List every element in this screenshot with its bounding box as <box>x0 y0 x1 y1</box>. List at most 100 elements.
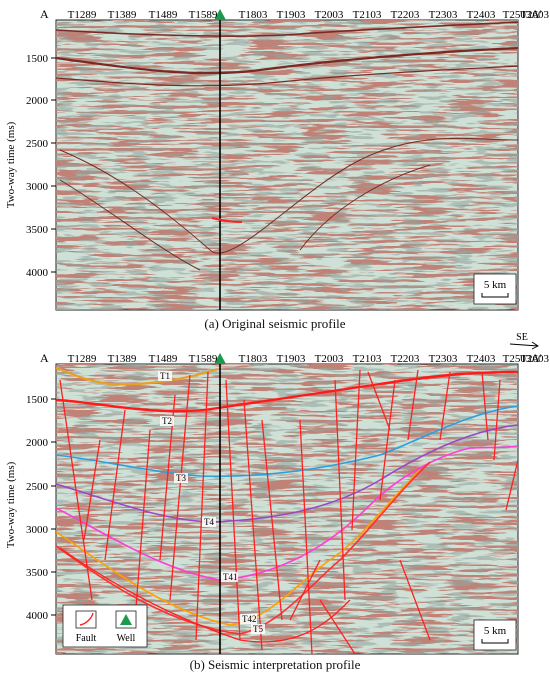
trace-label: T1389 <box>108 9 137 21</box>
fault-line <box>334 379 346 601</box>
trace-label: T1489 <box>149 9 178 21</box>
trace-label: T1903 <box>277 353 306 365</box>
y-tick: 2500 <box>26 138 49 150</box>
trace-label: T1903 <box>277 9 306 21</box>
faults <box>59 369 518 654</box>
scale-bar-a <box>481 293 509 298</box>
horizon-t3 <box>56 405 518 478</box>
horizon-t4 <box>56 424 518 523</box>
trace-label: T2203 <box>391 9 420 21</box>
y-axis-b: 1500 2000 2500 3000 3500 4000 <box>26 394 56 622</box>
y-axis-a: 1500 2000 2500 3000 3500 4000 <box>26 53 56 279</box>
fault-line <box>195 371 209 641</box>
trace-label: T1489 <box>149 353 178 365</box>
trace-label: T1803 <box>239 353 268 365</box>
section-end-b: A' <box>531 351 542 365</box>
horizon-label-t3: T3 <box>176 473 186 483</box>
fault-line <box>299 419 313 654</box>
section-end-a: A' <box>531 7 542 21</box>
y-tick: 2000 <box>26 95 49 107</box>
fault-line <box>59 547 351 643</box>
trace-label: T1289 <box>68 353 97 365</box>
horizon-t41 <box>56 445 518 581</box>
trace-label: T2603 <box>520 353 549 365</box>
y-tick: 4000 <box>26 610 49 622</box>
horizon-label-t4: T4 <box>204 517 214 527</box>
fault-line <box>407 369 419 441</box>
caption-a: (a) Original seismic profile <box>204 316 346 331</box>
y-tick: 2000 <box>26 437 49 449</box>
well-icon-b <box>214 353 226 364</box>
legend: Fault Well <box>62 604 148 648</box>
fault-line <box>379 379 396 501</box>
scale-label-b: 5 km <box>484 625 507 637</box>
fault-line <box>439 371 451 441</box>
horizon-label-t41: T41 <box>223 572 238 582</box>
legend-well-label: Well <box>117 633 136 644</box>
legend-fault-label: Fault <box>76 633 97 644</box>
trace-label: T1589 <box>189 9 218 21</box>
trace-label: T2303 <box>429 9 458 21</box>
fault-line <box>319 599 356 654</box>
trace-label: T2203 <box>391 353 420 365</box>
horizon-label-t5: T5 <box>253 624 263 634</box>
section-start-a: A <box>40 7 49 21</box>
fault-line <box>83 439 101 541</box>
trace-label: T2503 <box>503 9 532 21</box>
well-icon-legend <box>120 614 132 625</box>
scale-box-a <box>473 273 517 305</box>
seismic-texture-a2 <box>56 20 518 310</box>
fault-line <box>493 379 501 461</box>
y-tick: 2500 <box>26 481 49 493</box>
y-tick: 3500 <box>26 224 49 236</box>
well-icon-a <box>214 9 226 20</box>
trace-label: T2003 <box>315 353 344 365</box>
fault-line <box>351 369 361 531</box>
legend-fault-swatch <box>75 610 97 629</box>
caption-b: (b) Seismic interpretation profile <box>189 657 361 672</box>
horizon-labels: T1 T2 T3 T4 T41 T42 T5 <box>158 371 265 634</box>
horizon-t1 <box>56 366 219 386</box>
panel-a: 5 km A A' T1289 T1389 T1489 T1589 T1803 … <box>5 7 549 311</box>
scale-box-b <box>473 619 517 651</box>
trace-label: T2103 <box>353 9 382 21</box>
y-tick: 3500 <box>26 567 49 579</box>
trace-label: T1389 <box>108 353 137 365</box>
fault-line <box>289 559 321 621</box>
horizon-t42 <box>56 469 421 626</box>
trace-label: T2103 <box>353 353 382 365</box>
trace-labels-b: T1289 T1389 T1489 T1589 T1803 T1903 T200… <box>68 353 550 365</box>
fault-line <box>169 374 191 601</box>
y-tick: 1500 <box>26 53 49 65</box>
fault-line <box>225 379 241 641</box>
fault-line <box>134 429 151 621</box>
horizon-label-t2: T2 <box>162 416 172 426</box>
fault-line <box>59 379 93 601</box>
trace-label: T1803 <box>239 9 268 21</box>
fault-line <box>367 371 391 431</box>
direction-arrow-icon <box>509 341 539 350</box>
scale-bar-b <box>481 639 509 644</box>
y-axis-label-a: Two-way time (ms) <box>5 121 17 208</box>
scale-label-a: 5 km <box>484 279 507 291</box>
trace-label: T2003 <box>315 9 344 21</box>
section-start-b: A <box>40 351 49 365</box>
direction-label: SE <box>516 332 528 343</box>
trace-label: T1289 <box>68 9 97 21</box>
trace-label: T2603 <box>520 9 549 21</box>
trace-label: T2303 <box>429 353 458 365</box>
fault-line <box>505 459 518 511</box>
horizon-label-t42: T42 <box>242 614 257 624</box>
fault-line <box>261 419 283 621</box>
fault-icon <box>79 612 94 626</box>
reflectors-a <box>56 21 518 271</box>
trace-label: T2403 <box>467 353 496 365</box>
trace-label: T2503 <box>503 353 532 365</box>
fault-line <box>104 409 126 561</box>
fault-line <box>399 559 431 641</box>
fault-line <box>481 371 489 441</box>
trace-label: T2403 <box>467 9 496 21</box>
y-tick: 3000 <box>26 524 49 536</box>
y-tick: 1500 <box>26 394 49 406</box>
well-anomaly-a <box>211 217 243 223</box>
